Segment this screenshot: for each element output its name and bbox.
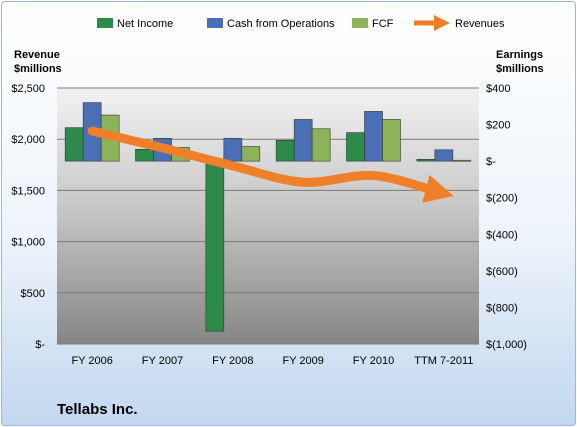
x-tick-label: FY 2007 (142, 355, 183, 367)
x-axis-ticks: FY 2006 FY 2007 FY 2008 FY 2009 FY 2010 TTM 7… (71, 355, 473, 367)
left-tick-label: $1,000 (11, 237, 45, 249)
bars (64, 102, 472, 332)
x-tick-label: FY 2009 (282, 355, 323, 367)
right-tick-label: $(400) (486, 229, 518, 241)
left-tick-label: $- (35, 339, 45, 351)
right-tick-label: $- (486, 156, 496, 168)
right-tick-label: $200 (486, 120, 510, 132)
right-tick-label: $(600) (486, 266, 518, 278)
left-axis-ticks: $- $500 $1,000 $1,500 $2,000 $2,500 (11, 83, 45, 351)
bar-net-income (135, 148, 154, 162)
bar-net-income (275, 139, 295, 162)
legend-swatch-fcf (352, 18, 368, 28)
right-tick-label: $(1,000) (486, 339, 527, 351)
company-name: Tellabs Inc. (57, 401, 138, 418)
right-axis-title-line2: $millions (496, 63, 544, 75)
plot-area (57, 88, 479, 344)
bar-cash-from-operations (364, 111, 383, 162)
bar-net-income (64, 127, 84, 162)
right-axis-title-line1: Earnings (496, 49, 543, 61)
left-axis-title-line1: Revenue (14, 49, 60, 61)
legend: Net Income Cash from Operations FCF Reve… (97, 14, 505, 32)
left-tick-label: $2,500 (11, 83, 45, 95)
legend-swatch-cash-from-operations (207, 18, 223, 28)
left-tick-label: $1,500 (11, 185, 45, 197)
right-tick-label: $400 (486, 83, 510, 95)
bar-fcf (452, 159, 472, 162)
legend-label-revenues: Revenues (455, 18, 505, 30)
bar-cash-from-operations (434, 149, 454, 162)
bar-cash-from-operations (293, 119, 313, 162)
bar-fcf (382, 119, 401, 162)
bar-net-income (346, 132, 365, 162)
bar-fcf (241, 146, 261, 162)
x-tick-label: FY 2006 (71, 355, 112, 367)
left-axis-title-line2: $millions (14, 63, 62, 75)
legend-label-cash-from-operations: Cash from Operations (227, 18, 335, 30)
right-axis-ticks: $(1,000) $(800) $(600) $(400) $(200) $- $200 $4… (486, 83, 527, 351)
revenue-line (87, 126, 454, 203)
legend-swatch-net-income (97, 18, 113, 28)
left-tick-label: $500 (21, 288, 45, 300)
bar-fcf (311, 128, 331, 162)
revenues-line-path (87, 126, 454, 203)
bar-cash-from-operations (223, 137, 243, 162)
legend-label-fcf: FCF (372, 18, 394, 30)
right-tick-label: $(200) (486, 193, 518, 205)
right-tick-label: $(800) (486, 302, 518, 314)
bar-net-income (205, 160, 225, 332)
x-tick-label: TTM 7-2011 (414, 355, 473, 367)
x-tick-label: FY 2008 (212, 355, 253, 367)
x-tick-label: FY 2010 (353, 355, 394, 367)
bar-net-income (416, 159, 436, 162)
left-tick-label: $2,000 (11, 134, 45, 146)
legend-label-net-income: Net Income (117, 18, 173, 30)
